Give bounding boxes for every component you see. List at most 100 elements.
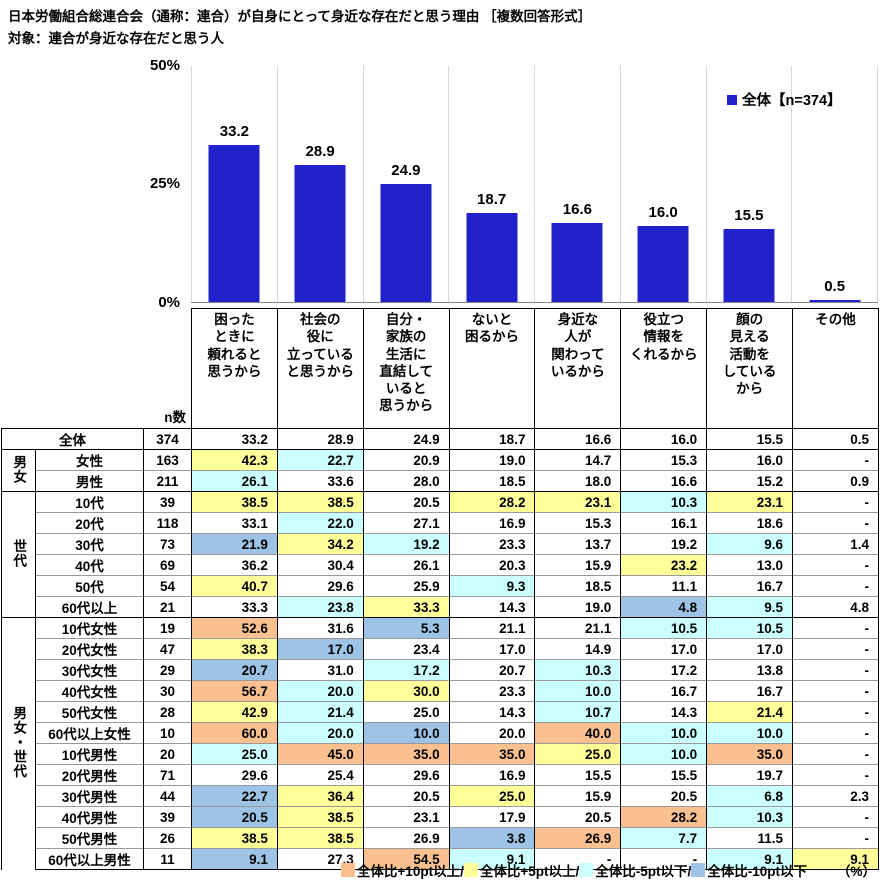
value-cell: 25.0 [191, 743, 278, 765]
value-cell: 22.7 [276, 449, 364, 471]
row-label: 20代 [35, 512, 144, 534]
value-cell: 16.7 [706, 575, 794, 597]
value-cell: 14.3 [448, 701, 536, 723]
value-cell: 22.0 [276, 512, 364, 534]
value-cell: 24.9 [362, 428, 450, 450]
n-count: 118 [142, 512, 193, 534]
value-cell: 20.3 [448, 554, 536, 576]
value-cell: - [792, 449, 879, 471]
value-cell: 29.6 [276, 575, 364, 597]
value-cell: 29.6 [362, 764, 450, 786]
value-cell: - [792, 491, 879, 513]
value-cell: 16.1 [620, 512, 708, 534]
bar [294, 165, 346, 302]
value-cell: 16.7 [706, 680, 794, 702]
value-cell: 10.0 [706, 722, 794, 744]
row-label: 20代女性 [35, 638, 144, 660]
n-count: 39 [142, 806, 193, 828]
value-cell: 34.2 [276, 533, 364, 555]
column-header-2: 社会の 役に 立っている と思うから [276, 308, 364, 429]
value-cell: 33.6 [276, 470, 364, 492]
bar [551, 223, 603, 302]
column-header-4: ないと 困るから [448, 308, 536, 429]
value-cell: 22.7 [191, 785, 278, 807]
value-cell: 15.9 [534, 554, 622, 576]
value-cell: - [792, 575, 879, 597]
n-count: 28 [142, 701, 193, 723]
color-swatch-icon [691, 863, 706, 877]
value-cell: 15.5 [620, 764, 708, 786]
value-cell: - [792, 827, 879, 849]
color-legend-label: 全体比-5pt以下/ [595, 864, 692, 879]
value-cell: 16.0 [706, 449, 794, 471]
group-label: 男女 [1, 449, 36, 492]
value-cell: 26.9 [534, 827, 622, 849]
value-cell: 29.6 [191, 764, 278, 786]
n-count: 73 [142, 533, 193, 555]
value-cell: 18.7 [448, 428, 536, 450]
value-cell: 15.2 [706, 470, 794, 492]
value-cell: 9.5 [706, 596, 794, 618]
value-cell: 19.7 [706, 764, 794, 786]
value-cell: - [792, 617, 879, 639]
page-title: 日本労働組合総連合会（通称：連合）が自身にとって身近な存在だと思う理由 ［複数回… [8, 6, 591, 49]
value-cell: 0.9 [792, 470, 879, 492]
value-cell: 27.1 [362, 512, 450, 534]
value-cell: 36.2 [191, 554, 278, 576]
value-cell: 17.0 [620, 638, 708, 660]
group-label: 世代 [1, 491, 36, 618]
table-row: 20代男性 71 29.6 25.4 29.6 16.9 15.5 15.5 19.7- [2, 764, 879, 786]
table-row: 30代 73 21.9 34.2 19.2 23.3 13.7 19.2 9.6 1.4 [2, 533, 879, 555]
n-count: 163 [142, 449, 193, 471]
value-cell: 3.8 [448, 827, 536, 849]
table-row: 50代男性 26 38.5 38.5 26.9 3.8 26.9 7.7 11.5- [2, 827, 879, 849]
row-label: 10代男性 [35, 743, 144, 765]
color-legend-label: 全体比+10pt以上/ [356, 864, 464, 879]
value-cell: 54.5 [362, 848, 450, 870]
value-cell: 19.2 [620, 533, 708, 555]
value-cell: 30.4 [276, 554, 364, 576]
bar [809, 299, 861, 302]
value-cell: 4.8 [620, 596, 708, 618]
value-cell: 23.4 [362, 638, 450, 660]
value-cell: 38.5 [276, 827, 364, 849]
value-cell: 25.0 [448, 785, 536, 807]
value-cell: 21.9 [191, 533, 278, 555]
row-label: 全体 [1, 428, 144, 450]
y-axis-tick-50: 50% [149, 57, 180, 74]
value-cell: 17.9 [448, 806, 536, 828]
table-row: 50代 54 40.7 29.6 25.9 9.3 18.5 11.1 16.7- [2, 575, 879, 597]
value-cell: 14.3 [620, 701, 708, 723]
table-row: 10代男性 20 25.0 45.0 35.0 35.0 25.0 10.0 35.0- [2, 743, 879, 765]
y-axis-tick-0: 0% [158, 294, 180, 311]
chart-column: 24.9 [362, 66, 449, 302]
chart-column: 16.6 [534, 66, 620, 302]
value-cell: 9.1 [706, 848, 794, 870]
value-cell: 10.0 [620, 722, 708, 744]
table-row: 40代 69 36.2 30.4 26.1 20.3 15.9 23.2 13.0- [2, 554, 879, 576]
percent-unit-label: （%） [836, 864, 876, 879]
n-count-header: n数 [164, 410, 187, 425]
value-cell: 25.0 [534, 743, 622, 765]
value-cell: 23.1 [706, 491, 794, 513]
value-cell: 23.3 [448, 680, 536, 702]
bar-value-label: 24.9 [391, 161, 421, 179]
value-cell: - [792, 722, 879, 744]
value-cell: 13.8 [706, 659, 794, 681]
value-cell: - [792, 701, 879, 723]
value-cell: 11.1 [620, 575, 708, 597]
row-label: 女性 [35, 449, 144, 471]
value-cell: 18.5 [448, 470, 536, 492]
value-cell: 13.7 [534, 533, 622, 555]
n-count: 26 [142, 827, 193, 849]
bar [637, 226, 689, 302]
value-cell: 25.0 [362, 701, 450, 723]
value-cell: 20.5 [620, 785, 708, 807]
value-cell: 15.9 [534, 785, 622, 807]
bar [380, 183, 432, 302]
n-count: 47 [142, 638, 193, 660]
y-axis-tick-25: 25% [149, 175, 180, 192]
value-cell: 28.9 [276, 428, 364, 450]
row-label: 10代女性 [35, 617, 144, 639]
value-cell: 38.5 [191, 491, 278, 513]
